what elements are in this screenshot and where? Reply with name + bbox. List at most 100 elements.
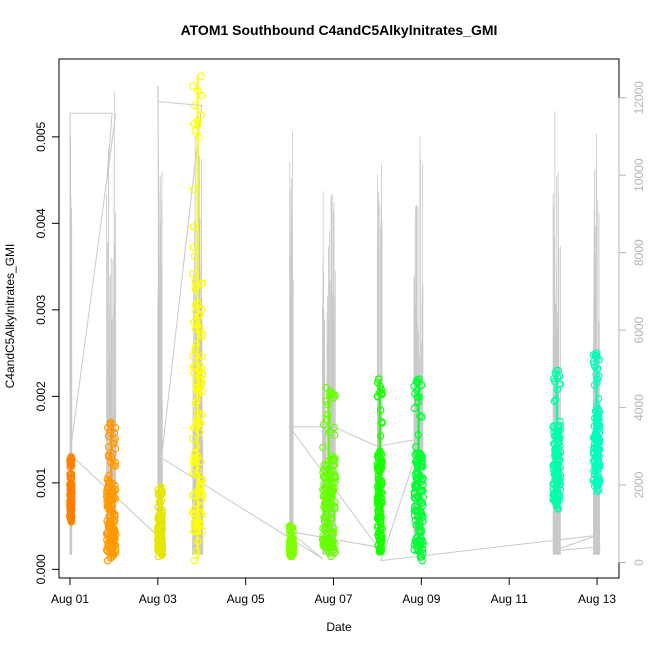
data-point	[595, 477, 604, 486]
data-point	[197, 475, 206, 484]
data-point	[376, 406, 385, 415]
data-point	[550, 480, 558, 489]
data-point	[414, 398, 423, 406]
data-point	[103, 475, 112, 484]
data-point	[410, 404, 419, 413]
y2-tick-label: 0	[632, 559, 646, 566]
data-point	[67, 462, 76, 471]
data-point	[375, 487, 384, 496]
chart-title: ATOM1 Southbound C4andC5Alkylnitrates_GM…	[181, 22, 498, 38]
flight-series	[154, 483, 167, 561]
data-point	[553, 460, 562, 469]
data-point	[377, 418, 386, 426]
data-point	[104, 539, 112, 547]
data-point	[192, 510, 200, 518]
data-point	[194, 87, 202, 95]
data-point	[323, 479, 332, 487]
data-point	[193, 387, 202, 396]
data-point	[594, 405, 602, 413]
data-point	[414, 493, 423, 501]
data-point	[193, 525, 202, 534]
data-point	[155, 537, 163, 546]
data-point	[416, 411, 424, 420]
data-point	[190, 101, 199, 110]
data-point	[196, 487, 205, 496]
data-points	[66, 72, 604, 565]
data-point	[198, 527, 207, 535]
data-point	[417, 526, 426, 535]
data-point	[111, 462, 120, 470]
data-point	[417, 552, 426, 561]
x-tick-label: Aug 05	[227, 592, 265, 606]
data-point	[417, 508, 425, 517]
data-point	[554, 366, 563, 375]
data-point	[330, 502, 339, 511]
data-point	[553, 373, 562, 382]
x-axis-label: Date	[326, 620, 352, 634]
data-point	[194, 417, 202, 426]
y-tick-label: 0.005	[34, 122, 48, 152]
data-point	[413, 376, 421, 384]
data-point	[197, 410, 206, 419]
data-point	[589, 450, 598, 458]
y2-tick-label: 12000	[632, 81, 646, 115]
y-axis: 0.000 0.001 0.002 0.003 0.004 0.005	[34, 122, 59, 584]
data-point	[285, 537, 294, 546]
data-point	[324, 400, 332, 409]
flight-series	[549, 366, 565, 513]
data-point	[191, 399, 200, 408]
flight-series	[66, 453, 76, 526]
data-point	[189, 243, 198, 252]
data-point	[376, 532, 385, 540]
y-axis-label: C4andC5Alkylnitrates_GMI	[3, 244, 17, 389]
data-point	[156, 528, 164, 537]
y2-tick-label: 4000	[632, 394, 646, 421]
x-tick-label: Aug 07	[314, 592, 352, 606]
data-point	[323, 410, 332, 419]
data-point	[67, 512, 76, 521]
data-point	[330, 431, 339, 439]
data-point	[107, 508, 116, 517]
data-point	[592, 416, 601, 424]
data-point	[590, 414, 599, 423]
altitude-spikes	[289, 131, 294, 555]
data-point	[328, 479, 336, 488]
data-point	[190, 185, 198, 193]
data-point	[197, 72, 205, 81]
data-point	[66, 500, 75, 509]
data-point	[197, 511, 206, 519]
data-point	[192, 369, 201, 378]
data-point	[192, 459, 200, 467]
data-point	[319, 420, 328, 429]
y2-tick-label: 10000	[632, 158, 646, 192]
data-point	[417, 499, 426, 508]
data-point	[193, 471, 201, 480]
data-point	[191, 127, 200, 135]
data-point	[157, 484, 166, 493]
data-point	[325, 543, 334, 552]
data-point	[195, 310, 204, 319]
data-point	[194, 120, 202, 129]
data-point	[322, 523, 331, 532]
data-point	[195, 326, 204, 335]
data-point	[375, 460, 384, 469]
data-point	[592, 379, 601, 387]
data-point	[322, 503, 331, 512]
data-point	[195, 428, 204, 437]
data-point	[590, 466, 598, 475]
data-point	[191, 343, 200, 352]
data-point	[104, 423, 112, 432]
data-point	[374, 474, 383, 483]
y2-tick-label: 2000	[632, 471, 646, 498]
flight-series	[318, 383, 340, 561]
data-point	[107, 496, 116, 504]
data-point	[190, 463, 198, 471]
y-tick-label: 0.004	[34, 208, 48, 238]
data-point	[197, 363, 206, 372]
data-point	[377, 456, 386, 465]
data-point	[286, 540, 295, 549]
data-point	[154, 546, 162, 555]
data-point	[190, 317, 198, 326]
data-point	[194, 537, 202, 546]
